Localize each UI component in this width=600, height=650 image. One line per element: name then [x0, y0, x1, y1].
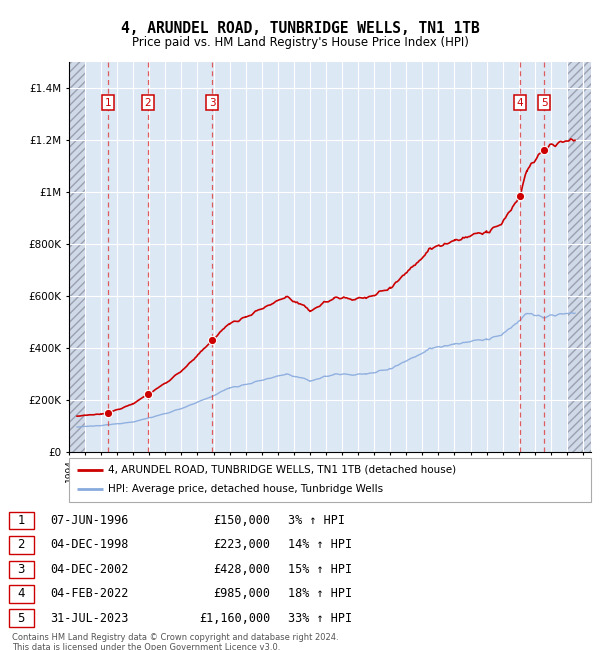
Text: 04-DEC-1998: 04-DEC-1998 — [50, 538, 128, 551]
Text: £985,000: £985,000 — [214, 588, 271, 601]
Text: 1: 1 — [105, 98, 112, 108]
Text: 4, ARUNDEL ROAD, TUNBRIDGE WELLS, TN1 1TB: 4, ARUNDEL ROAD, TUNBRIDGE WELLS, TN1 1T… — [121, 21, 479, 36]
Text: 18% ↑ HPI: 18% ↑ HPI — [288, 588, 352, 601]
Text: 3: 3 — [17, 563, 25, 576]
Text: HPI: Average price, detached house, Tunbridge Wells: HPI: Average price, detached house, Tunb… — [108, 484, 383, 495]
Text: 33% ↑ HPI: 33% ↑ HPI — [288, 612, 352, 625]
Text: 3: 3 — [209, 98, 215, 108]
Text: 5: 5 — [17, 612, 25, 625]
Text: £223,000: £223,000 — [214, 538, 271, 551]
Bar — [69, 62, 85, 452]
Text: 1: 1 — [17, 514, 25, 527]
Text: 4, ARUNDEL ROAD, TUNBRIDGE WELLS, TN1 1TB (detached house): 4, ARUNDEL ROAD, TUNBRIDGE WELLS, TN1 1T… — [108, 465, 456, 475]
Text: 14% ↑ HPI: 14% ↑ HPI — [288, 538, 352, 551]
FancyBboxPatch shape — [69, 458, 591, 502]
Bar — [69, 62, 85, 452]
Text: 04-DEC-2002: 04-DEC-2002 — [50, 563, 128, 576]
Bar — [567, 62, 591, 452]
Text: 5: 5 — [541, 98, 547, 108]
FancyBboxPatch shape — [9, 536, 34, 554]
FancyBboxPatch shape — [9, 560, 34, 578]
Text: Price paid vs. HM Land Registry's House Price Index (HPI): Price paid vs. HM Land Registry's House … — [131, 36, 469, 49]
Text: 07-JUN-1996: 07-JUN-1996 — [50, 514, 128, 527]
Text: 04-FEB-2022: 04-FEB-2022 — [50, 588, 128, 601]
Text: £428,000: £428,000 — [214, 563, 271, 576]
FancyBboxPatch shape — [9, 585, 34, 603]
Text: 31-JUL-2023: 31-JUL-2023 — [50, 612, 128, 625]
Text: £150,000: £150,000 — [214, 514, 271, 527]
FancyBboxPatch shape — [9, 610, 34, 627]
Text: 4: 4 — [17, 588, 25, 601]
Bar — [567, 62, 591, 452]
Text: 2: 2 — [145, 98, 151, 108]
Text: £1,160,000: £1,160,000 — [199, 612, 271, 625]
Text: 3% ↑ HPI: 3% ↑ HPI — [288, 514, 345, 527]
Text: 15% ↑ HPI: 15% ↑ HPI — [288, 563, 352, 576]
Text: 4: 4 — [517, 98, 523, 108]
Text: Contains HM Land Registry data © Crown copyright and database right 2024.
This d: Contains HM Land Registry data © Crown c… — [12, 633, 338, 650]
FancyBboxPatch shape — [9, 512, 34, 529]
Text: 2: 2 — [17, 538, 25, 551]
